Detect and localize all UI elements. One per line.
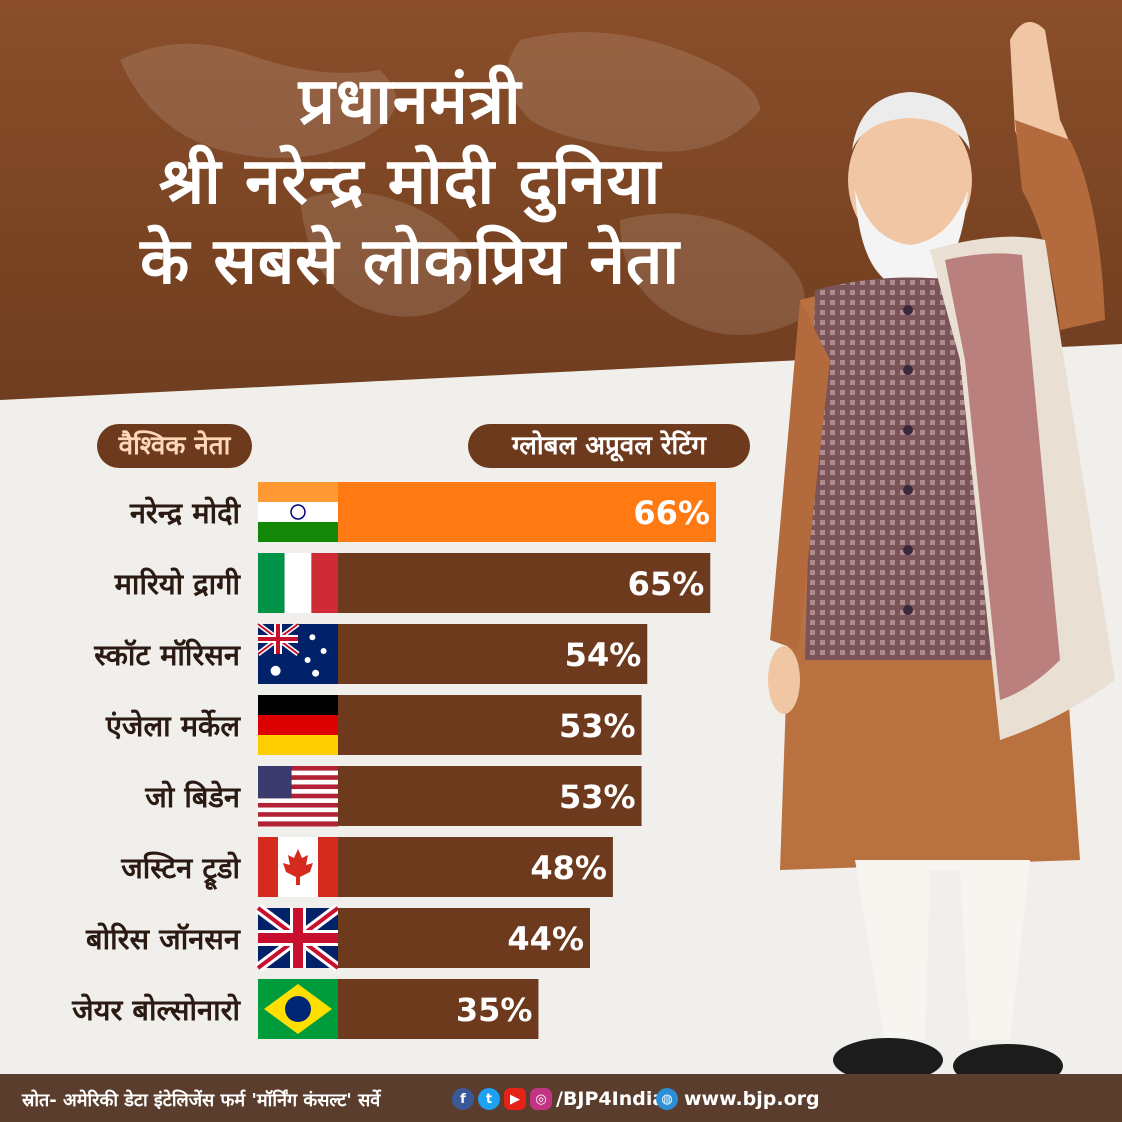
category-label: बोरिस जॉनसन	[85, 922, 241, 956]
instagram-icon[interactable]: ◎	[530, 1088, 552, 1110]
value-label: 44%	[507, 920, 584, 958]
rating-column-header: ग्लोबल अप्रूवल रेटिंग	[468, 424, 750, 468]
category-label: जेयर बोल्सोनारो	[71, 993, 241, 1027]
website-url[interactable]: www.bjp.org	[684, 1088, 820, 1110]
youtube-icon[interactable]: ▶	[504, 1088, 526, 1110]
value-label: 35%	[456, 991, 533, 1029]
bar-row: जेयर बोल्सोनारो 35%	[71, 979, 539, 1039]
germany-flag-icon	[258, 695, 338, 755]
uk-flag-icon	[255, 904, 341, 972]
bar-row: मारियो द्रागी 65%	[114, 553, 711, 613]
bar-row: जस्टिन ट्रूडो 48%	[120, 837, 613, 897]
source-text: स्रोत- अमेरिकी डेटा इंटेलिजेंस फर्म 'मॉर…	[22, 1090, 381, 1111]
bar-row: नरेन्द्र मोदी 66%	[129, 482, 716, 542]
value-label: 54%	[565, 636, 642, 674]
australia-flag-icon	[256, 622, 338, 684]
bar	[338, 837, 613, 897]
category-label: जस्टिन ट्रूडो	[120, 851, 241, 890]
bar	[338, 553, 711, 613]
value-label: 53%	[559, 707, 636, 745]
value-label: 65%	[628, 565, 705, 603]
bar-row: स्कॉट मॉरिसन 54%	[93, 622, 648, 684]
india-flag-icon	[258, 482, 338, 542]
usa-flag-icon	[258, 766, 338, 827]
value-label: 48%	[530, 849, 607, 887]
category-label: स्कॉट मॉरिसन	[93, 638, 241, 672]
twitter-icon[interactable]: t	[478, 1088, 500, 1110]
bar	[338, 482, 716, 542]
bar-row: बोरिस जॉनसन 44%	[85, 904, 590, 972]
brazil-flag-icon	[258, 979, 338, 1039]
category-label: एंजेला मर्केल	[105, 709, 241, 743]
category-label: नरेन्द्र मोदी	[129, 496, 242, 530]
footer-bar	[0, 1074, 1122, 1122]
bar-row: जो बिडेन 53%	[144, 766, 642, 827]
bar	[338, 908, 590, 968]
page-title: प्रधानमंत्री श्री नरेन्द्र मोदी दुनिया क…	[70, 62, 750, 302]
social-handle[interactable]: /BJP4India	[556, 1088, 666, 1110]
value-label: 66%	[633, 494, 710, 532]
facebook-icon[interactable]: f	[452, 1088, 474, 1110]
social-links: f t ▶ ◎ /BJP4India	[452, 1086, 665, 1112]
world-map-decor	[120, 32, 805, 335]
bar	[338, 624, 648, 684]
bar	[338, 695, 642, 755]
title-line-2: श्री नरेन्द्र मोदी दुनिया	[158, 145, 662, 219]
bar	[338, 979, 539, 1039]
value-label: 53%	[559, 778, 636, 816]
category-label: जो बिडेन	[144, 780, 241, 814]
category-label: मारियो द्रागी	[114, 567, 242, 601]
title-line-1: प्रधानमंत्री	[298, 65, 522, 139]
italy-flag-icon	[258, 553, 338, 613]
bar	[338, 766, 642, 826]
title-line-3: के सबसे लोकप्रिय नेता	[140, 225, 680, 299]
website-link[interactable]: ◍ www.bjp.org	[656, 1086, 820, 1112]
canada-flag-icon	[258, 837, 338, 897]
globe-icon: ◍	[656, 1088, 678, 1110]
bar-row: एंजेला मर्केल 53%	[105, 695, 642, 755]
leader-portrait	[768, 22, 1115, 1088]
leaders-column-header: वैश्विक नेता	[97, 424, 252, 468]
